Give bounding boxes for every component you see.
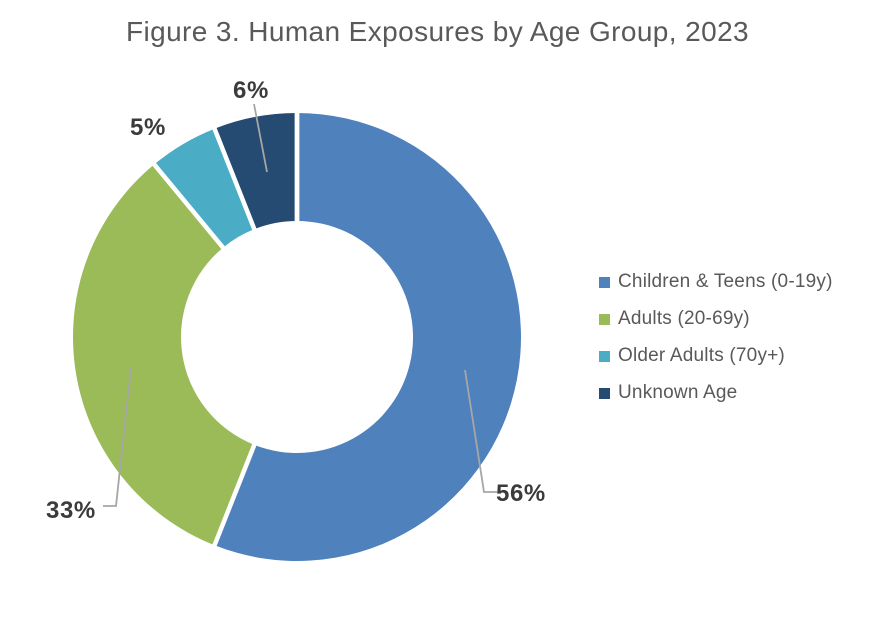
leader-line (103, 366, 132, 507)
legend-item-label: Children & Teens (0-19y) (618, 271, 833, 292)
legend-item-label: Older Adults (70y+) (618, 345, 785, 366)
legend-item-label: Unknown Age (618, 382, 738, 403)
donut-slice-0 (214, 113, 521, 562)
slice-separator (150, 160, 227, 252)
legend-item-label: Adults (20-69y) (618, 308, 750, 329)
donut-slice-1 (73, 164, 255, 546)
legend-item-children-teens: Children & Teens (0-19y) (599, 271, 833, 293)
data-label-unknown-age: 6% (233, 77, 269, 104)
leader-line (464, 369, 497, 493)
legend-swatch-icon (599, 276, 610, 288)
legend-swatch-icon (599, 350, 610, 362)
slice-separator (211, 441, 258, 549)
donut-slice-2 (154, 128, 255, 248)
leader-line (253, 103, 268, 173)
legend: Children & Teens (0-19y) Adults (20-69y)… (599, 271, 833, 419)
legend-swatch-icon (599, 313, 610, 325)
chart-title: Figure 3. Human Exposures by Age Group, … (125, 16, 750, 47)
data-label-children-teens: 56% (496, 480, 546, 507)
legend-item-adults: Adults (20-69y) (599, 308, 833, 330)
legend-item-unknown-age: Unknown Age (599, 382, 833, 404)
slice-separator (211, 125, 258, 233)
data-label-older-adults: 5% (130, 114, 166, 141)
legend-swatch-icon (599, 387, 610, 399)
donut-slice-3 (214, 113, 297, 230)
data-label-adults: 33% (46, 497, 96, 524)
legend-item-older-adults: Older Adults (70y+) (599, 345, 833, 367)
